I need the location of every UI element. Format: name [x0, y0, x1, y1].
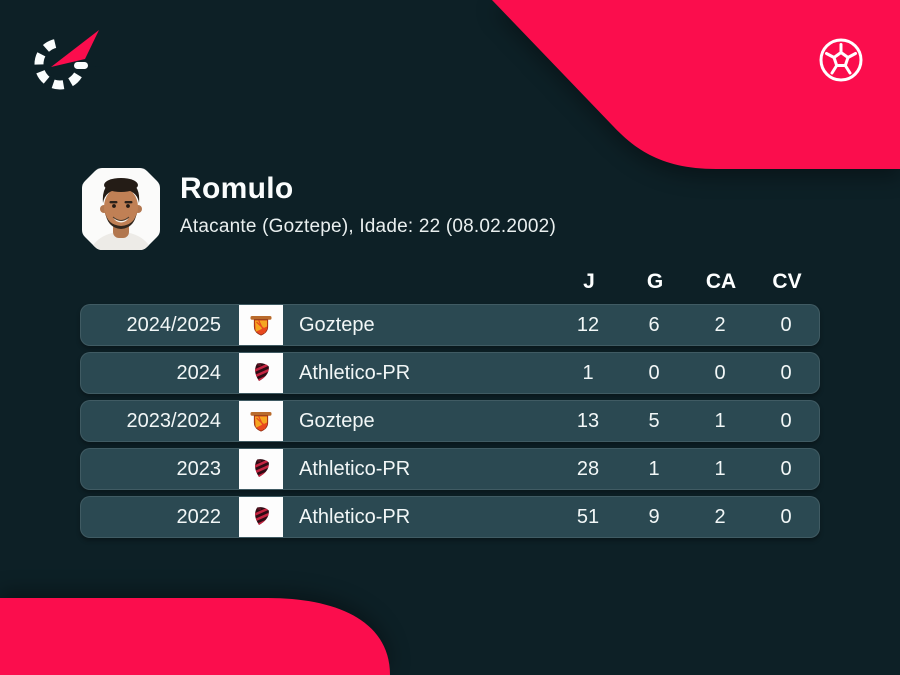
season-cell: 2024/2025 [126, 313, 221, 336]
col-header-red-cards: CV [772, 270, 802, 293]
player-header: Romulo Atacante (Goztepe), Idade: 22 (08… [80, 166, 556, 252]
team-cell: Goztepe [299, 313, 375, 336]
stat-red: 0 [780, 361, 792, 384]
stat-values: 12 6 2 0 [555, 314, 819, 337]
stat-red: 0 [780, 457, 792, 480]
stat-values: 51 9 2 0 [555, 506, 819, 529]
stat-values: 13 5 1 0 [555, 410, 819, 433]
team-cell: Athletico-PR [299, 505, 411, 528]
stats-rows: 2024/2025 Goztepe 12 6 2 0 [80, 304, 820, 538]
team-cell: Athletico-PR [299, 457, 411, 480]
top-right-pink-shape [492, 0, 900, 169]
stat-yellow: 1 [714, 457, 726, 480]
club-logo-cell [239, 497, 283, 537]
goztepe-crest-icon [250, 412, 272, 432]
table-row: 2023/2024 Goztepe 13 5 1 0 [80, 400, 820, 442]
stat-goals: 6 [648, 313, 660, 336]
stat-red: 0 [780, 409, 792, 432]
logo-flag [51, 30, 99, 67]
table-row: 2024 [80, 352, 820, 394]
flashscore-logo [34, 22, 104, 90]
col-header-goals: G [646, 270, 664, 293]
stat-games: 1 [582, 361, 594, 384]
stat-yellow: 1 [714, 409, 726, 432]
stat-goals: 1 [648, 457, 660, 480]
goztepe-crest-icon [250, 316, 272, 336]
club-logo-cell [239, 353, 283, 393]
player-details: Atacante (Goztepe), Idade: 22 (08.02.200… [180, 216, 556, 237]
team-cell: Athletico-PR [299, 361, 411, 384]
season-stats-table: J G CA CV 2024/2025 Goztepe 12 [80, 264, 820, 544]
stats-header-row: J G CA CV [80, 264, 820, 300]
player-name: Romulo [180, 172, 294, 205]
team-cell: Goztepe [299, 409, 375, 432]
athletico-pr-crest-icon [252, 457, 270, 479]
stat-values: 1 0 0 0 [555, 362, 819, 385]
stat-goals: 0 [648, 361, 660, 384]
season-cell: 2023 [176, 457, 222, 480]
stat-red: 0 [780, 313, 792, 336]
stat-red: 0 [780, 505, 792, 528]
table-row: 2022 [80, 496, 820, 538]
stat-goals: 5 [648, 409, 660, 432]
club-logo-cell [239, 401, 283, 441]
stat-yellow: 2 [714, 313, 726, 336]
stat-games: 51 [576, 505, 600, 528]
stat-games: 12 [576, 313, 600, 336]
player-avatar [82, 168, 160, 250]
season-cell: 2023/2024 [126, 409, 221, 432]
bottom-left-pink-shape [0, 598, 390, 675]
table-row: 2024/2025 Goztepe 12 6 2 0 [80, 304, 820, 346]
stat-values: 28 1 1 0 [555, 458, 819, 481]
stat-goals: 9 [648, 505, 660, 528]
stat-yellow: 2 [714, 505, 726, 528]
stat-games: 13 [576, 409, 600, 432]
club-logo-cell [239, 449, 283, 489]
football-icon [819, 38, 863, 82]
stat-yellow: 0 [714, 361, 726, 384]
season-cell: 2022 [176, 505, 222, 528]
club-logo-cell [239, 305, 283, 345]
season-cell: 2024 [176, 361, 222, 384]
col-header-games: J [583, 270, 595, 293]
logo-dash [74, 62, 88, 69]
table-row: 2023 [80, 448, 820, 490]
col-header-yellow-cards: CA [705, 270, 737, 293]
athletico-pr-crest-icon [252, 361, 270, 383]
athletico-pr-crest-icon [252, 505, 270, 527]
stat-games: 28 [576, 457, 600, 480]
